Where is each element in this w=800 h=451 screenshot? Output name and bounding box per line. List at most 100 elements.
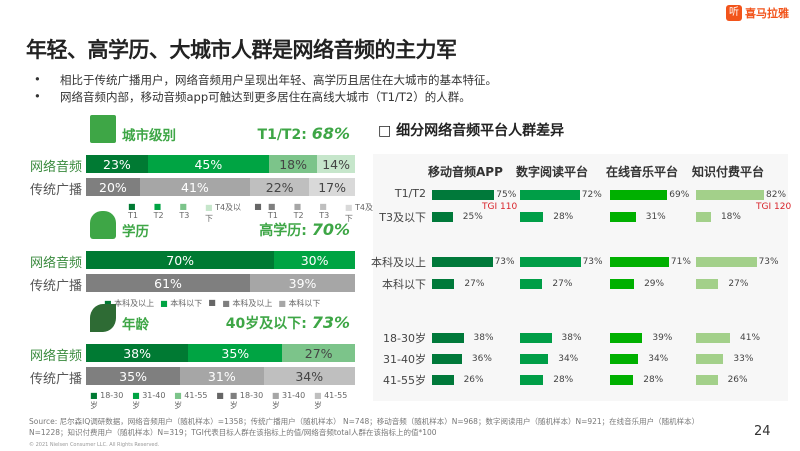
value-label: 34% [558,354,579,364]
highlight: T1/T2: 68% [258,124,350,143]
row-label: 网络音频 [30,256,83,271]
stacked-bar: 38% 35% 27% [86,344,355,362]
highlight: 高学历: 70% [259,220,350,240]
value-label: 26% [463,375,484,385]
highlight-value: 73% [311,313,350,332]
row-label: 18-30岁 [383,332,426,345]
value-label: 31% [645,212,666,222]
bar-segment: 30% [274,251,355,269]
column-header: 数字阅读平台 [516,165,589,179]
stacked-bar: 35% 31% 34% [86,367,355,385]
section-title: 城市级别 [122,128,176,144]
highlight: 40岁及以下: 73% [226,313,350,333]
row-label: 41-55岁 [383,374,426,387]
bar [520,190,580,200]
tgi-annotation: TGI 120 [756,202,792,212]
bar-segment: 41% [139,178,251,196]
bar [432,333,464,343]
bar [696,279,719,289]
column-header: 移动音频APP [428,165,503,179]
value-label: 72% [581,190,602,200]
bar [432,354,462,364]
row-label: 31-40岁 [383,353,426,366]
right-chart-title: □ 细分网络音频平台人群差异 [378,123,565,139]
value-label: 33% [733,354,754,364]
value-label: 73% [582,257,603,267]
legend-item: T2 [294,202,314,224]
row-label: T3及以下 [379,211,426,224]
page-number: 24 [754,424,771,439]
row-label: 网络音频 [30,349,83,364]
bar-segment: 23% [86,155,148,173]
bar-segment: 35% [188,344,283,362]
bar [432,279,455,289]
bar [610,257,669,267]
bullet-2: 网络音频内部，移动音频app可触达到更多居住在高线大城市（T1/T2）的人群。 [34,89,471,105]
legend-item: 本科及以上 [222,298,272,309]
value-label: 38% [473,333,494,343]
value-label: 73% [758,257,779,267]
column-header: 在线音乐平台 [606,165,679,179]
bar [520,354,549,364]
stacked-bar: 61% 39% [86,274,355,292]
bar-segment: 17% [309,178,355,196]
column-header: 知识付费平台 [692,165,765,179]
bar [610,333,643,343]
bar-segment: 22% [250,178,310,196]
tgi-annotation: TGI 110 [482,202,518,212]
bar [610,354,639,364]
bar [610,212,636,222]
legend-item: 41-55岁 [314,391,350,411]
bar [610,279,635,289]
legend-item: T4及以下 [205,202,248,224]
legend-item: 31-40岁 [132,391,168,411]
legend-gap [208,298,216,309]
legend-item: 本科以下 [160,298,202,309]
value-label: 29% [644,279,665,289]
legend-item: 本科以下 [278,298,320,309]
legend-item: T3 [319,202,339,224]
highlight-value: 68% [311,124,350,143]
bar [520,279,543,289]
value-label: 25% [462,212,483,222]
legend-item: 41-55岁 [174,391,210,411]
bar-segment: 61% [86,274,251,292]
row-label: 网络音频 [30,160,83,175]
row-label: 传统广播 [30,372,83,387]
copyright: © 2021 Nielsen Consumer LLC. All Rights … [29,442,160,448]
stacked-bar: 70% 30% [86,251,355,269]
legend-gap [216,391,224,411]
bar-segment: 70% [86,251,275,269]
bar [432,190,495,200]
legend-item: 31-40岁 [272,391,308,411]
bar [520,333,552,343]
row-label: T1/T2 [394,187,426,200]
section-title: 学历 [122,224,149,240]
legend-item: 本科及以上 [104,298,154,309]
legend-item: 18-30岁 [230,391,266,411]
value-label: 34% [648,354,669,364]
bar [520,375,544,385]
bar [520,212,544,222]
row-label: 传统广播 [30,279,83,294]
page-title: 年轻、高学历、大城市人群是网络音频的主力军 [26,38,457,62]
value-label: 26% [727,375,748,385]
legend: T1T2T3T4及以下T1T2T3T4及以下 [128,202,388,224]
logo-text: 喜马拉雅 [745,7,789,20]
highlight-label: 40岁及以下: [225,316,312,332]
legend-item: T2 [154,202,174,224]
bar [696,212,711,222]
row-label: 传统广播 [30,183,83,198]
source-note: Source: 尼尔森IQ调研数据，网络音频用户（随机样本）=1358；传统广播… [29,417,700,437]
bar [432,257,493,267]
highlight-label: T1/T2: [257,127,312,143]
leaf-icon [90,304,116,332]
ximalaya-logo: 听喜马拉雅 [726,5,789,21]
value-label: 28% [643,375,664,385]
value-label: 73% [494,257,515,267]
bar-segment: 39% [250,274,355,292]
value-label: 82% [766,190,787,200]
section-title: 年龄 [122,317,149,333]
bar [610,375,634,385]
bar-segment: 27% [282,344,355,362]
